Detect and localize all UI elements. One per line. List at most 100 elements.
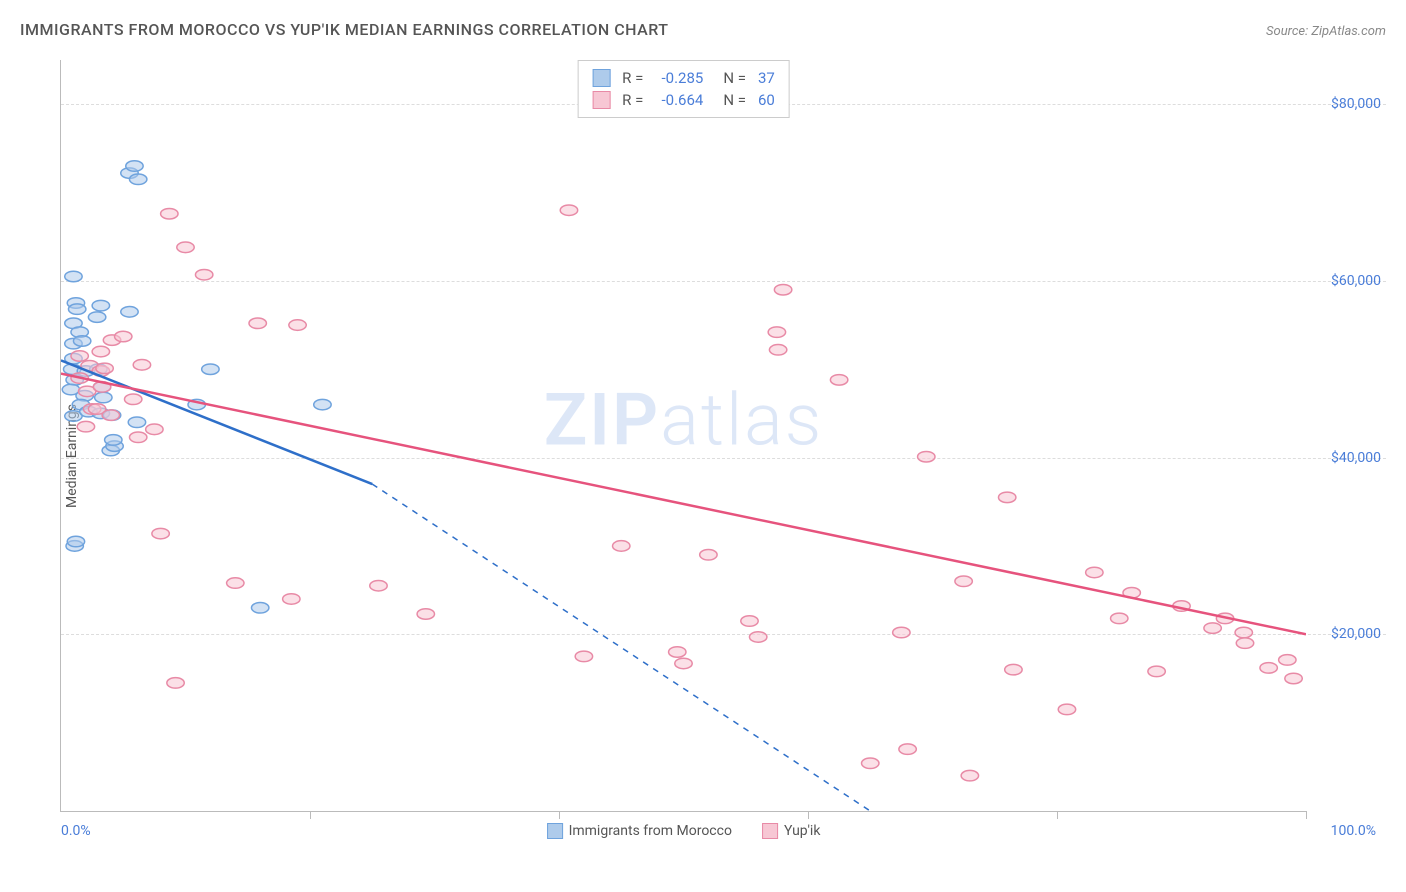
- y-tick-label: $60,000: [1331, 273, 1381, 289]
- data-point: [1204, 623, 1221, 634]
- data-point: [146, 424, 163, 435]
- y-tick-label: $40,000: [1331, 450, 1381, 466]
- legend-label: Yup'ik: [784, 823, 820, 839]
- data-point: [768, 327, 785, 338]
- data-point: [96, 363, 113, 374]
- data-point: [251, 603, 268, 614]
- data-point: [560, 205, 577, 216]
- legend-item: Immigrants from Morocco: [547, 823, 732, 839]
- data-point: [613, 541, 630, 552]
- data-point: [95, 392, 112, 403]
- data-point: [167, 678, 184, 689]
- stat-r-label: R =: [622, 91, 643, 109]
- stat-n-label: N =: [723, 69, 746, 87]
- data-point: [105, 435, 122, 446]
- legend-swatch: [592, 91, 610, 109]
- stat-row: R = -0.664 N = 60: [592, 89, 775, 111]
- data-point: [749, 632, 766, 643]
- data-point: [918, 451, 935, 462]
- data-point: [126, 161, 143, 172]
- data-point: [700, 550, 717, 561]
- data-point: [893, 627, 910, 638]
- x-tick: [559, 811, 560, 819]
- data-point: [862, 758, 879, 769]
- data-point: [998, 492, 1015, 503]
- data-point: [1235, 627, 1252, 638]
- data-point: [575, 651, 592, 662]
- data-point: [102, 410, 119, 421]
- plot-area: ZIPatlas R = -0.285 N = 37 R = -0.664 N …: [60, 60, 1306, 812]
- data-point: [289, 320, 306, 331]
- data-point: [88, 312, 105, 323]
- data-point: [67, 536, 84, 547]
- data-point: [961, 770, 978, 781]
- stat-n-value: 37: [758, 69, 775, 87]
- data-point: [71, 351, 88, 362]
- legend-swatch: [762, 823, 778, 839]
- chart-container: Median Earnings ZIPatlas R = -0.285 N = …: [50, 60, 1386, 852]
- data-point: [899, 744, 916, 755]
- data-point: [1111, 613, 1128, 624]
- data-point: [77, 421, 94, 432]
- data-point: [774, 284, 791, 295]
- data-point: [121, 307, 138, 318]
- data-point: [177, 242, 194, 253]
- x-tick: [1306, 811, 1307, 819]
- scatter-svg: [61, 60, 1306, 811]
- data-point: [92, 346, 109, 357]
- data-point: [227, 578, 244, 589]
- trend-line-dashed: [372, 484, 870, 811]
- trend-line: [61, 374, 1306, 635]
- data-point: [133, 360, 150, 371]
- data-point: [129, 174, 146, 185]
- stat-r-value: -0.664: [651, 91, 703, 109]
- data-point: [769, 345, 786, 356]
- stat-n-value: 60: [758, 91, 775, 109]
- data-point: [955, 576, 972, 587]
- data-point: [1260, 663, 1277, 674]
- data-point: [1236, 638, 1253, 649]
- x-axis-max-label: 100.0%: [1331, 823, 1376, 839]
- x-tick: [310, 811, 311, 819]
- stat-n-label: N =: [723, 91, 746, 109]
- data-point: [1005, 664, 1022, 675]
- data-point: [152, 528, 169, 539]
- legend-swatch: [547, 823, 563, 839]
- source-attribution: Source: ZipAtlas.com: [1266, 24, 1386, 39]
- data-point: [1279, 655, 1296, 666]
- stat-r-label: R =: [622, 69, 643, 87]
- data-point: [65, 271, 82, 282]
- data-point: [249, 318, 266, 329]
- data-point: [1086, 567, 1103, 578]
- series-legend: Immigrants from Morocco Yup'ik: [547, 823, 821, 839]
- data-point: [314, 399, 331, 410]
- legend-item: Yup'ik: [762, 823, 820, 839]
- data-point: [669, 647, 686, 658]
- data-point: [68, 304, 85, 315]
- stat-r-value: -0.285: [651, 69, 703, 87]
- data-point: [129, 432, 146, 443]
- data-point: [73, 336, 90, 347]
- y-tick-label: $80,000: [1331, 96, 1381, 112]
- correlation-stats-box: R = -0.285 N = 37 R = -0.664 N = 60: [577, 60, 790, 118]
- x-tick: [1057, 811, 1058, 819]
- data-point: [128, 417, 145, 428]
- data-point: [370, 580, 387, 591]
- data-point: [1148, 666, 1165, 677]
- data-point: [195, 269, 212, 280]
- data-point: [675, 658, 692, 669]
- data-point: [202, 364, 219, 375]
- stat-row: R = -0.285 N = 37: [592, 67, 775, 89]
- chart-title: IMMIGRANTS FROM MOROCCO VS YUP'IK MEDIAN…: [20, 20, 669, 39]
- data-point: [115, 331, 132, 342]
- data-point: [124, 394, 141, 405]
- x-axis-min-label: 0.0%: [61, 823, 91, 839]
- y-tick-label: $20,000: [1331, 626, 1381, 642]
- data-point: [161, 208, 178, 219]
- legend-label: Immigrants from Morocco: [569, 823, 732, 839]
- data-point: [1285, 673, 1302, 684]
- data-point: [830, 375, 847, 386]
- data-point: [417, 609, 434, 620]
- data-point: [92, 300, 109, 311]
- legend-swatch: [592, 69, 610, 87]
